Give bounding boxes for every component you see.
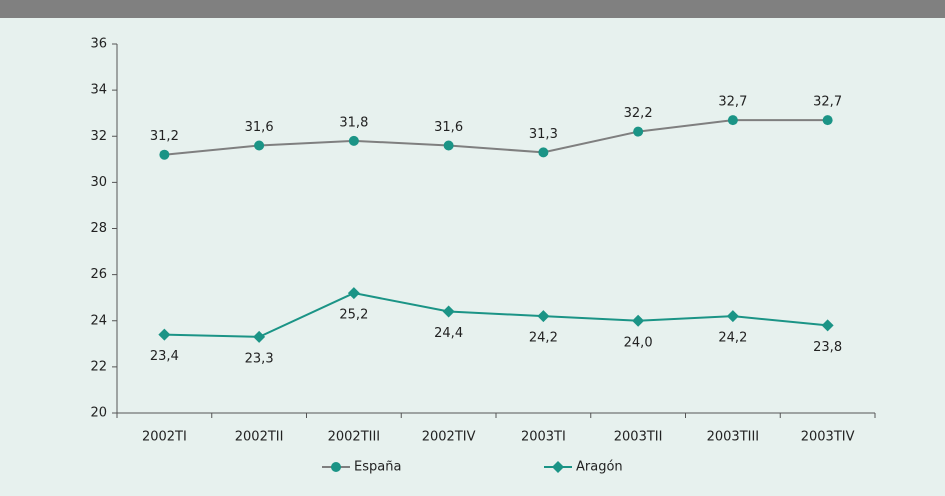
data-label: 32,2 [624, 106, 653, 121]
x-tick-label: 2003TII [614, 430, 663, 445]
point [632, 314, 645, 327]
y-tick-label: 30 [90, 175, 107, 190]
data-label: 31,2 [150, 129, 179, 144]
point [443, 140, 454, 151]
point [822, 115, 833, 126]
series-line [164, 292, 828, 338]
x-tick-label: 2002TII [235, 430, 284, 445]
legend-marker [552, 461, 564, 473]
point [348, 135, 359, 146]
data-label: 31,8 [339, 115, 368, 130]
point [254, 140, 265, 151]
legend-label: Aragón [576, 460, 623, 475]
x-tick-label: 2003TIV [801, 430, 855, 445]
y-tick-label: 32 [90, 129, 107, 144]
point [347, 287, 360, 300]
data-label: 24,0 [624, 335, 653, 350]
y-tick-label: 20 [90, 406, 107, 421]
data-label: 31,3 [529, 127, 558, 142]
data-label: 24,2 [529, 331, 558, 346]
data-label: 23,4 [150, 349, 179, 364]
data-label: 25,2 [339, 308, 368, 323]
data-label: 23,8 [813, 340, 842, 355]
point [538, 147, 549, 158]
legend-marker [331, 462, 341, 472]
x-tick-label: 2002TIII [328, 430, 381, 445]
point [158, 328, 171, 341]
point [633, 126, 644, 137]
point [537, 310, 550, 323]
data-label: 24,2 [718, 331, 747, 346]
y-tick-label: 22 [90, 359, 107, 374]
x-tick-label: 2002TIV [422, 430, 476, 445]
x-tick-label: 2003TI [521, 430, 566, 445]
point [726, 310, 739, 323]
point [727, 115, 738, 126]
data-label: 23,3 [245, 351, 274, 366]
y-tick-label: 36 [90, 37, 107, 52]
y-tick-label: 26 [90, 267, 107, 282]
y-tick-label: 34 [90, 83, 107, 98]
series-line [164, 119, 828, 156]
point [821, 319, 834, 332]
legend-label: España [354, 460, 401, 475]
y-tick-label: 28 [90, 221, 107, 236]
point [159, 149, 170, 160]
x-tick-label: 2003TIII [707, 430, 760, 445]
data-label: 24,4 [434, 326, 463, 341]
data-label: 31,6 [434, 120, 463, 135]
top-bar [0, 0, 945, 18]
data-label: 32,7 [718, 95, 747, 110]
point [442, 305, 455, 318]
x-tick-label: 2002TI [142, 430, 187, 445]
data-label: 32,7 [813, 95, 842, 110]
point [253, 330, 266, 343]
y-tick-label: 24 [90, 313, 107, 328]
data-label: 31,6 [245, 120, 274, 135]
